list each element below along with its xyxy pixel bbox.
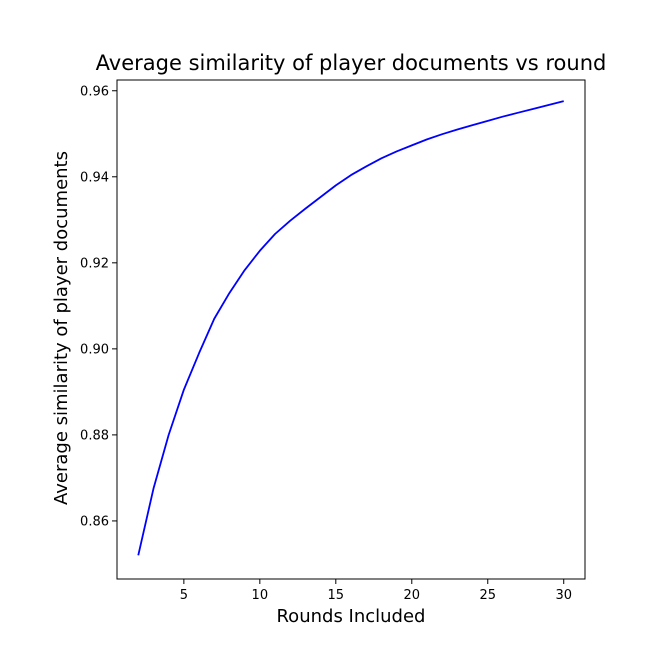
y-tick-label: 0.86 bbox=[80, 514, 109, 529]
y-axis-label: Average similarity of player documents bbox=[51, 151, 72, 505]
x-tick-label: 20 bbox=[404, 588, 421, 603]
x-axis-label: Rounds Included bbox=[276, 606, 425, 627]
series-layer bbox=[137, 100, 564, 556]
x-tick-label: 25 bbox=[479, 588, 496, 603]
axes-frame bbox=[116, 79, 586, 580]
plot-area: 5 10 15 20 25 30 0.86 0.88 0.90 0.92 0.94 0.96 bbox=[80, 79, 586, 603]
y-axis-ticks: 0.86 0.88 0.90 0.92 0.94 0.96 bbox=[80, 84, 117, 529]
chart-title: Average similarity of player documents v… bbox=[96, 51, 607, 75]
x-tick-label: 10 bbox=[252, 588, 269, 603]
x-tick-label: 5 bbox=[180, 588, 188, 603]
y-tick-label: 0.94 bbox=[80, 170, 109, 185]
y-tick-label: 0.96 bbox=[80, 84, 109, 99]
x-tick-label: 15 bbox=[328, 588, 345, 603]
x-tick-label: 30 bbox=[555, 588, 572, 603]
y-tick-label: 0.88 bbox=[80, 428, 109, 443]
x-axis-ticks: 5 10 15 20 25 30 bbox=[180, 579, 572, 603]
series-line-0 bbox=[137, 100, 564, 556]
y-tick-label: 0.92 bbox=[80, 256, 109, 271]
y-tick-label: 0.90 bbox=[80, 342, 109, 357]
